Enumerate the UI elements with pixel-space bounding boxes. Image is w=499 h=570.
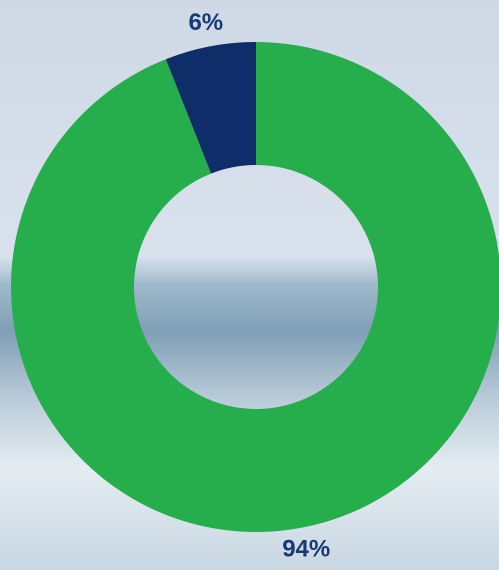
value-label: 94% [282, 536, 330, 563]
donut-slice [165, 42, 256, 174]
value-label: 6% [188, 9, 223, 36]
donut-slice [11, 42, 499, 532]
